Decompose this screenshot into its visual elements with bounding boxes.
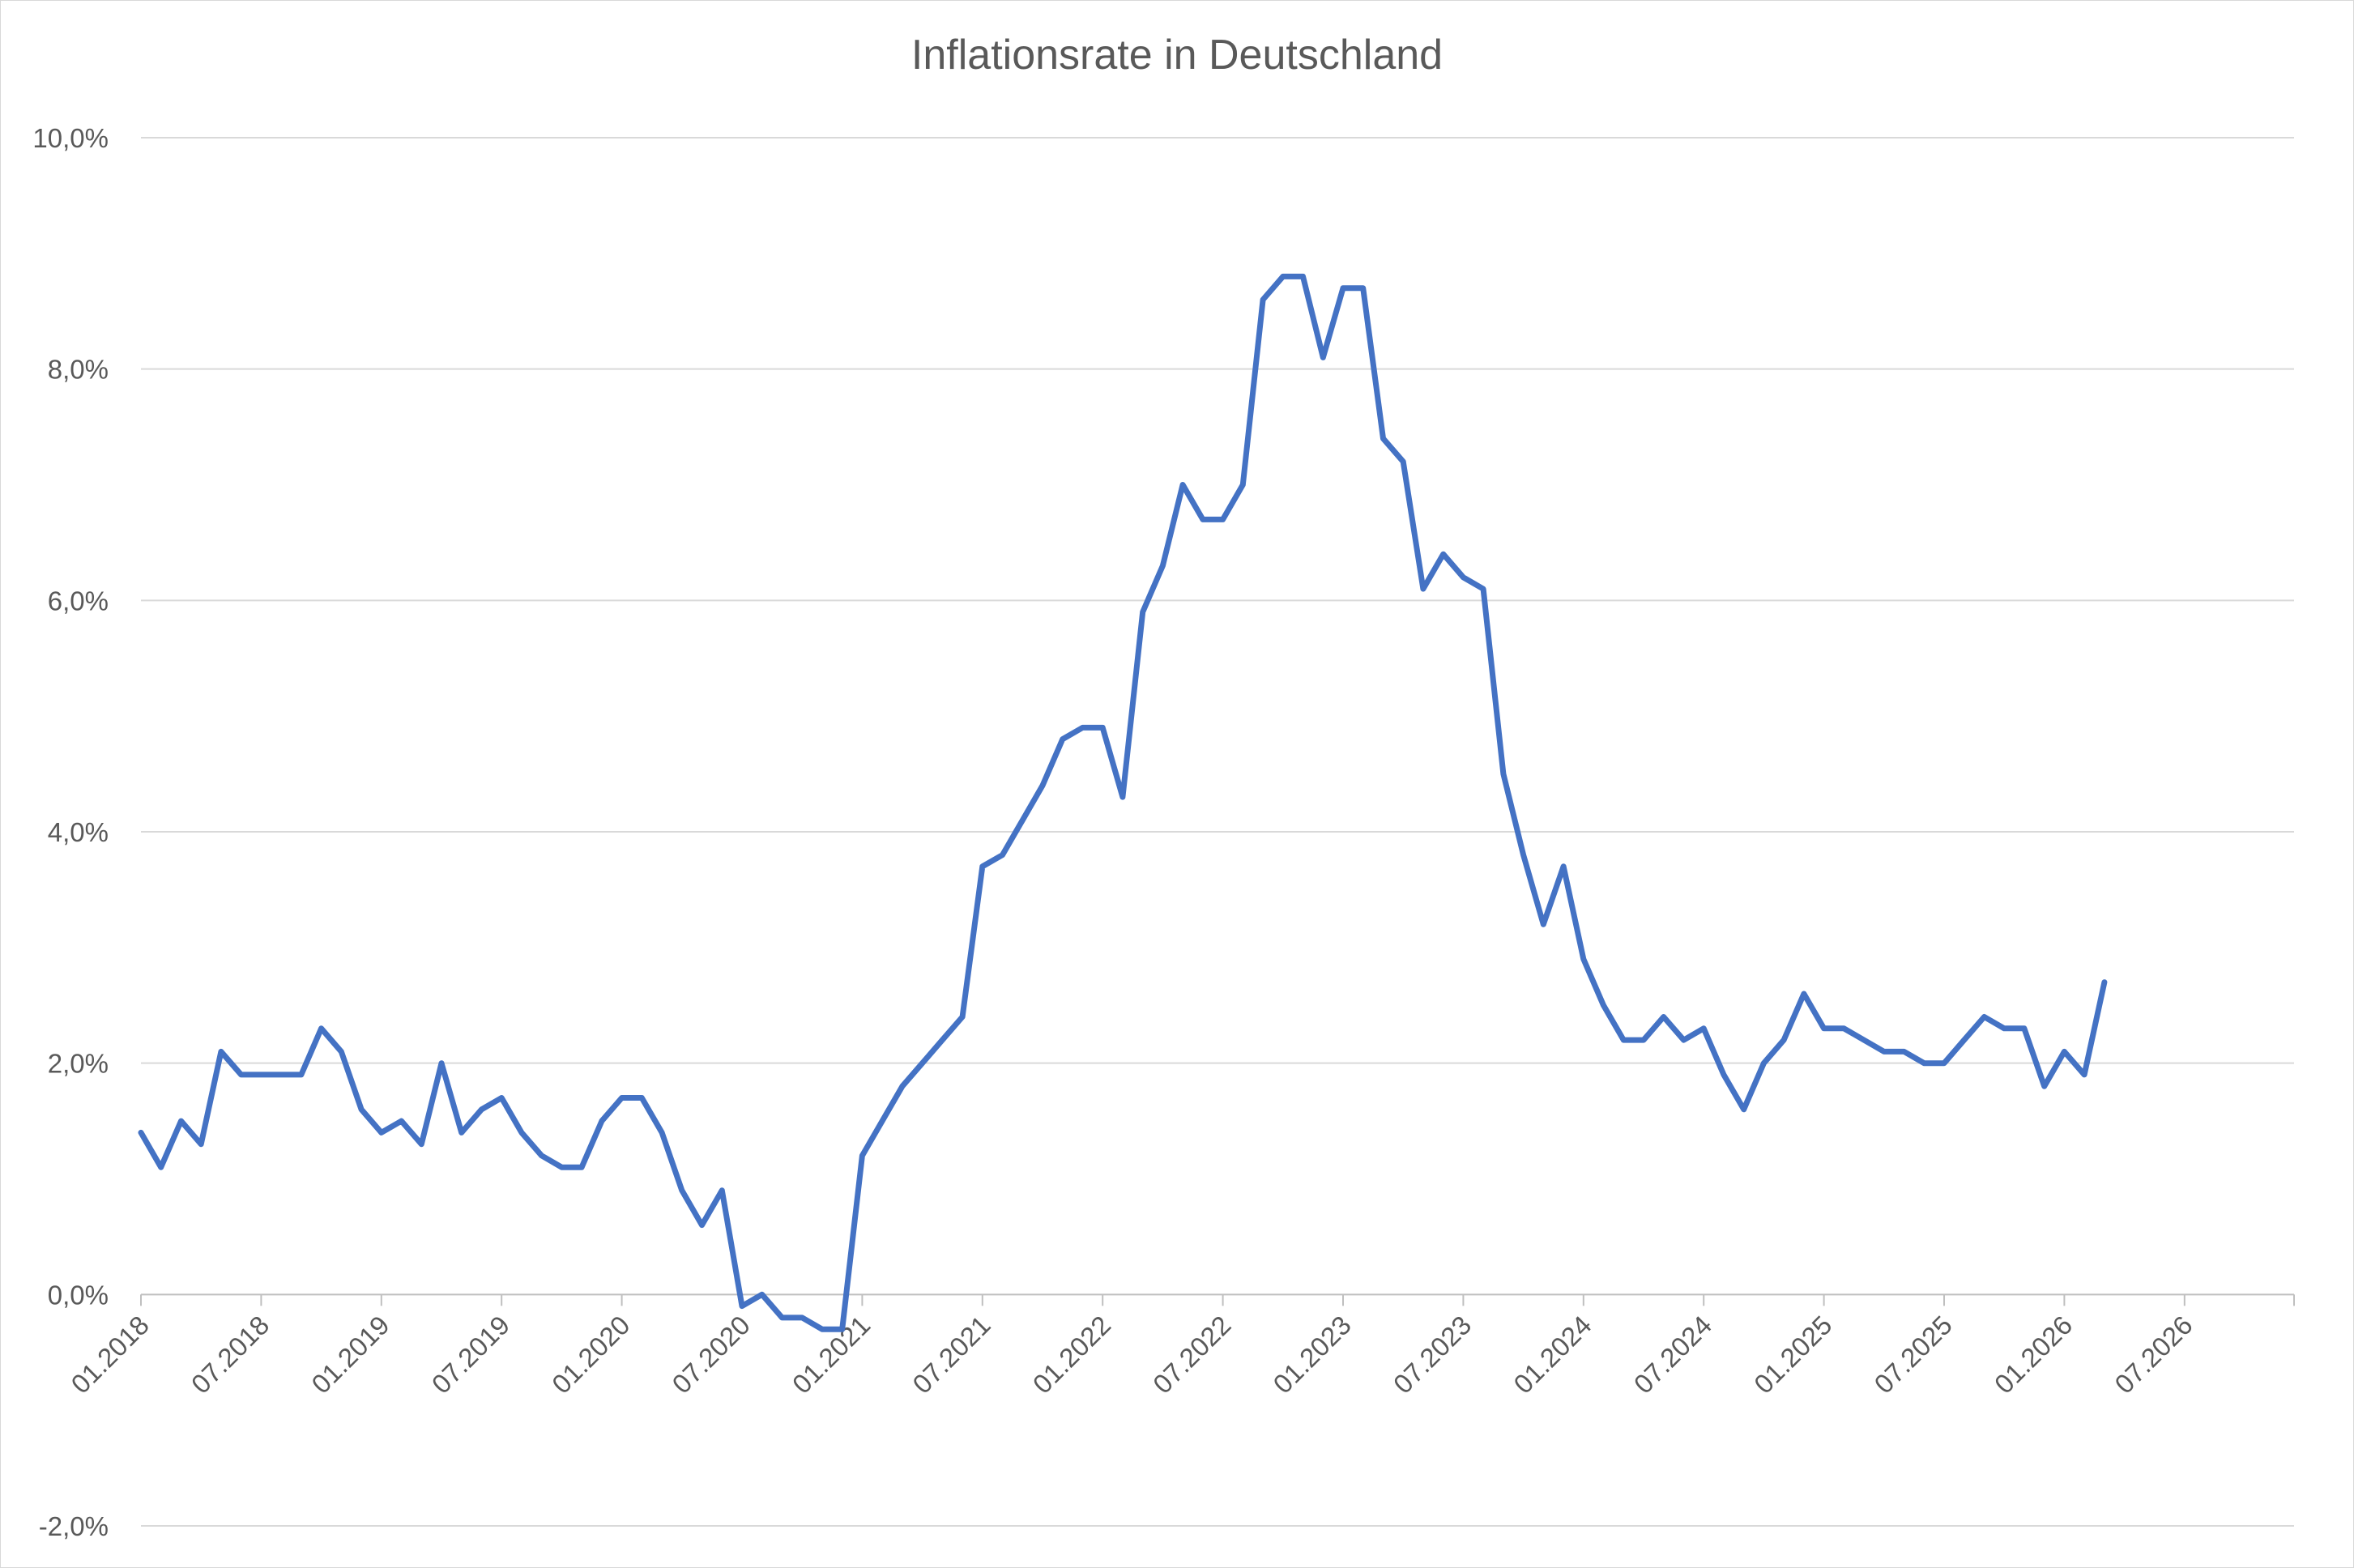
x-tick-label: 01.2021 (787, 1310, 876, 1400)
chart-title: Inflationsrate in Deutschland (910, 32, 1444, 79)
y-tick-label: 2,0% (48, 1049, 109, 1079)
x-tick-label: 07.2025 (1868, 1310, 1958, 1400)
x-tick-label: 07.2020 (666, 1310, 756, 1400)
gridlines (141, 137, 2294, 1527)
x-tick-label: 07.2024 (1628, 1310, 1718, 1400)
x-tick-label: 01.2019 (305, 1310, 395, 1400)
x-tick-label: 01.2023 (1267, 1310, 1357, 1400)
x-axis-tick-labels: 01.2018 07.2018 01.2019 07.2019 01.2020 07.20… (65, 1310, 2198, 1400)
x-tick-label: 01.2025 (1748, 1310, 1838, 1400)
y-tick-label: -2,0% (39, 1511, 109, 1541)
series-layer (138, 273, 2108, 1332)
y-tick-label: 4,0% (48, 817, 109, 847)
x-tick-label: 07.2023 (1388, 1310, 1478, 1400)
x-tick-label: 01.2018 (65, 1310, 155, 1400)
x-tick-label: 07.2026 (2109, 1310, 2198, 1400)
x-tick-label: 01.2022 (1027, 1310, 1117, 1400)
y-tick-label: 0,0% (48, 1280, 109, 1310)
x-tick-label: 07.2019 (426, 1310, 516, 1400)
x-tick-label: 01.2020 (546, 1310, 636, 1400)
x-tick-label: 07.2021 (906, 1310, 996, 1400)
y-tick-label: 6,0% (48, 586, 109, 616)
x-tick-label: 01.2026 (1989, 1310, 2079, 1400)
series-line (138, 273, 2108, 1332)
x-tick-label: 07.2022 (1147, 1310, 1237, 1400)
x-tick-label: 01.2024 (1507, 1310, 1597, 1400)
y-tick-label: 10,0% (32, 123, 109, 153)
x-tick-label: 07.2018 (186, 1310, 275, 1400)
y-tick-label: 8,0% (48, 355, 109, 385)
x-axis (140, 1293, 2295, 1306)
y-axis-tick-labels: -2,0% 0,0% 2,0% 4,0% 6,0% 8,0% 10,0% (32, 123, 109, 1541)
